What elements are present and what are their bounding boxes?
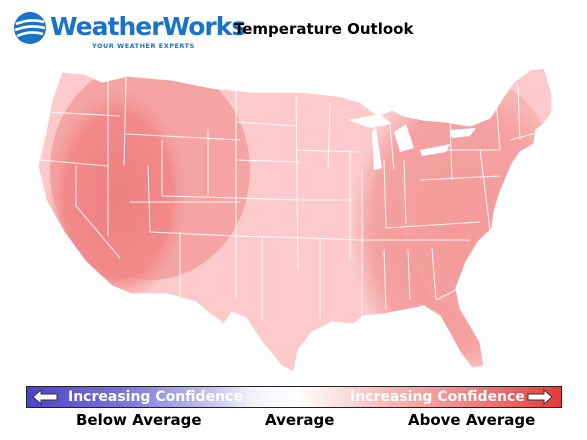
arrow-right-icon [527, 389, 553, 405]
legend-label-average: Average [265, 411, 335, 429]
page-title: Temperature Outlook [234, 20, 414, 38]
zone-east-core [400, 80, 552, 320]
globe-icon [14, 12, 46, 44]
zone-west-strong [46, 85, 190, 305]
great-lakes [348, 114, 476, 170]
legend-label-below-average: Below Average [76, 411, 202, 429]
brand-name: WeatherWorks [50, 12, 246, 41]
arrow-left-icon [32, 389, 58, 405]
confidence-legend-bar [26, 386, 562, 408]
us-outline [37, 67, 553, 373]
legend-left-text: Increasing Confidence [68, 389, 243, 405]
legend-right-text: Increasing Confidence [350, 389, 525, 405]
weatherworks-logo: WeatherWorks YOUR WEATHER EXPERTS [12, 10, 246, 52]
brand-tagline: YOUR WEATHER EXPERTS [92, 42, 195, 50]
legend-label-above-average: Above Average [408, 411, 536, 429]
